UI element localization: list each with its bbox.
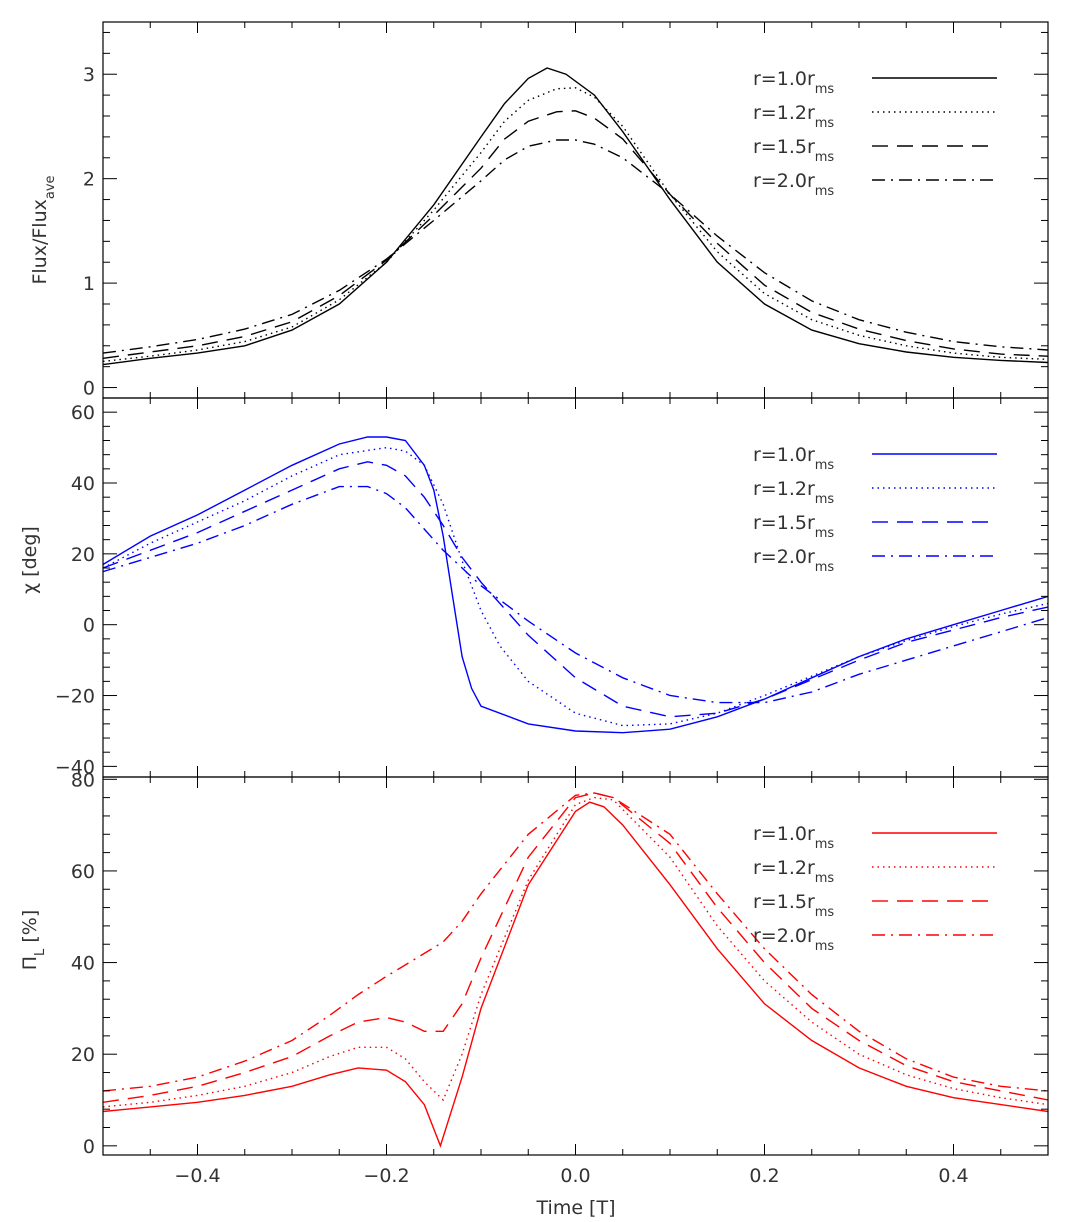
x-tick-label: 0.2 <box>749 1165 779 1187</box>
x-tick-label: −0.4 <box>174 1165 220 1187</box>
chi-curves <box>103 436 1048 734</box>
polarization-y-axis-title: ΠL [%] <box>19 910 48 970</box>
flux-y-tick-label: 3 <box>83 64 95 86</box>
x-axis-title: Time [T] <box>536 1197 616 1219</box>
polarization-legend-label: r=2.0rms <box>753 925 834 954</box>
polarization-panel: 0 20 40 60 80 −0.4 −0.2 0.0 0.2 0.4 ΠL [%] r=1.0r… <box>19 769 1049 1219</box>
flux-series-dashed-line <box>103 110 1048 359</box>
chi-y-tick-label: −40 <box>55 756 95 778</box>
polarization-y-tick-label: 40 <box>71 953 95 975</box>
flux-ticks: 0 1 2 3 <box>83 22 1049 400</box>
polarization-series-dotted-line <box>103 796 1048 1108</box>
chi-y-tick-label: 40 <box>71 473 95 495</box>
polarization-ticks: 0 20 40 60 80 −0.4 −0.2 0.0 0.2 0.4 <box>71 769 1049 1187</box>
polarization-y-tick-label: 60 <box>71 861 95 883</box>
x-tick-label: −0.2 <box>363 1165 409 1187</box>
flux-legend-label: r=1.0rms <box>753 68 834 97</box>
chi-series-dashdot-line <box>103 485 1048 704</box>
x-tick-label: 0.0 <box>560 1165 590 1187</box>
flux-y-axis-title: Flux/Fluxave <box>29 175 58 284</box>
chi-series-dashed-line <box>103 461 1048 718</box>
flux-legend: r=1.0rms r=1.2rms r=1.5rms r=2.0rms <box>753 68 997 199</box>
chi-y-tick-label: 0 <box>83 615 95 637</box>
chi-legend: r=1.0rms r=1.2rms r=1.5rms r=2.0rms <box>753 444 997 575</box>
polarization-legend-label: r=1.0rms <box>753 823 834 852</box>
flux-series-dashdot-line <box>103 139 1048 354</box>
flux-curves <box>103 67 1048 366</box>
chi-series-solid-line <box>103 436 1048 734</box>
polarization-y-tick-label: 0 <box>83 1136 95 1158</box>
chi-series-dotted-line <box>103 446 1048 727</box>
flux-legend-label: r=1.2rms <box>753 102 834 131</box>
polarization-curves <box>103 792 1048 1148</box>
flux-legend-label: r=2.0rms <box>753 170 834 199</box>
polarization-legend: r=1.0rms r=1.2rms r=1.5rms r=2.0rms <box>753 823 997 954</box>
chi-y-axis-title: χ [deg] <box>19 526 41 594</box>
chi-legend-label: r=1.0rms <box>753 444 834 473</box>
polarization-series-dashed-line <box>103 792 1048 1103</box>
chi-y-tick-label: 20 <box>71 544 95 566</box>
chi-legend-label: r=1.2rms <box>753 478 834 507</box>
chi-ticks: −40 −20 0 20 40 60 <box>55 397 1049 778</box>
chi-y-tick-label: 60 <box>71 402 95 424</box>
polarization-series-dashdot-line <box>103 792 1048 1092</box>
flux-y-tick-label: 2 <box>83 169 95 191</box>
flux-y-tick-label: 0 <box>83 378 95 400</box>
polarization-y-tick-label: 20 <box>71 1044 95 1066</box>
flux-legend-label: r=1.5rms <box>753 136 834 165</box>
polarization-y-tick-label: 80 <box>71 769 95 791</box>
flux-panel: 0 1 2 3 Flux/Fluxave r=1.0rms r=1.2rms r=1.5r… <box>29 21 1049 400</box>
flux-y-tick-label: 1 <box>83 273 95 295</box>
flux-series-solid-line <box>103 67 1048 366</box>
polarization-legend-label: r=1.5rms <box>753 891 834 920</box>
chi-legend-label: r=1.5rms <box>753 512 834 541</box>
chi-legend-label: r=2.0rms <box>753 546 834 575</box>
x-tick-label: 0.4 <box>938 1165 968 1187</box>
polarization-legend-label: r=1.2rms <box>753 857 834 886</box>
chi-y-tick-label: −20 <box>55 686 95 708</box>
polarization-panel-frame <box>102 776 1049 1156</box>
polarization-series-solid-line <box>103 801 1048 1148</box>
